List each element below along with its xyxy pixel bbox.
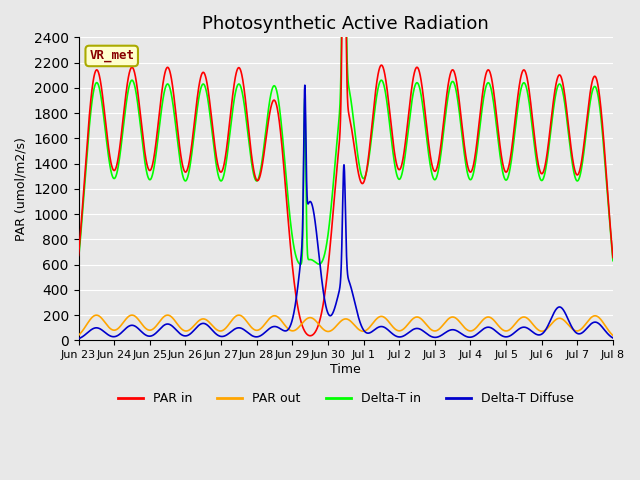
Y-axis label: PAR (umol/m2/s): PAR (umol/m2/s)	[15, 137, 28, 241]
Legend: PAR in, PAR out, Delta-T in, Delta-T Diffuse: PAR in, PAR out, Delta-T in, Delta-T Dif…	[113, 387, 579, 410]
Title: Photosynthetic Active Radiation: Photosynthetic Active Radiation	[202, 15, 489, 33]
X-axis label: Time: Time	[330, 363, 361, 376]
Text: VR_met: VR_met	[89, 49, 134, 62]
